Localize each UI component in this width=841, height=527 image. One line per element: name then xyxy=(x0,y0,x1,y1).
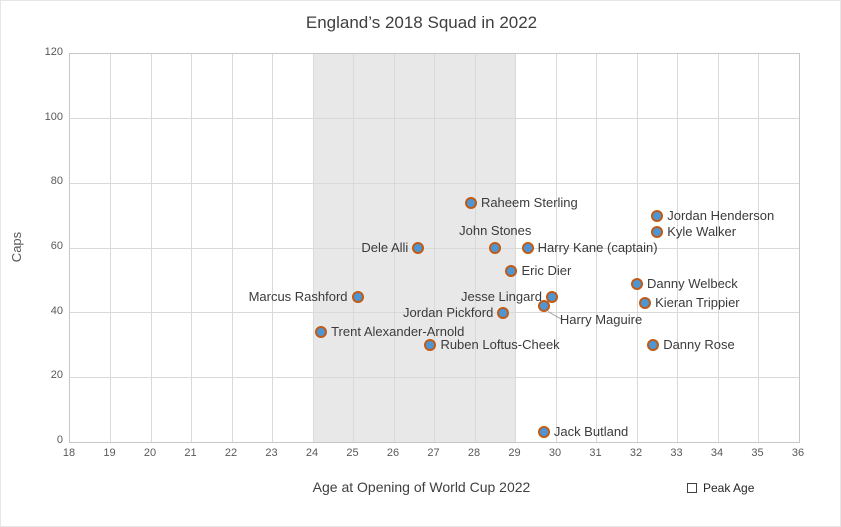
data-point-marker xyxy=(545,290,558,303)
data-point-label: Jack Butland xyxy=(553,424,629,440)
x-tick-label: 23 xyxy=(265,447,278,459)
data-point-marker xyxy=(464,196,477,209)
data-point-marker xyxy=(351,290,364,303)
data-point-label: Dele Alli xyxy=(361,240,409,255)
y-tick-label: 120 xyxy=(44,46,63,58)
data-point-marker xyxy=(537,300,550,313)
data-point-marker xyxy=(639,296,652,309)
x-tick-label: 25 xyxy=(346,447,359,459)
data-point-label: Ruben Loftus-Cheek xyxy=(440,337,560,352)
x-tick-label: 30 xyxy=(548,447,562,459)
data-point-label: Trent Alexander-Arnold xyxy=(331,324,465,340)
y-gridline xyxy=(70,182,799,184)
data-point-label: Danny Rose xyxy=(663,337,735,352)
y-axis-title: Caps xyxy=(9,231,24,263)
x-tick-label: 29 xyxy=(508,447,521,459)
x-tick-label: 21 xyxy=(184,447,197,459)
data-point-label: Jordan Henderson xyxy=(667,207,775,223)
data-point-marker xyxy=(651,225,664,238)
data-point-label: Eric Dier xyxy=(521,262,572,278)
chart-title: England’s 2018 Squad in 2022 xyxy=(305,13,538,32)
x-tick-label: 33 xyxy=(670,447,683,459)
x-tick-label: 28 xyxy=(467,447,481,459)
x-tick-label: 34 xyxy=(710,447,724,459)
x-tick-label: 20 xyxy=(143,447,157,459)
data-point-label: Raheem Sterling xyxy=(480,194,578,210)
x-tick-label: 19 xyxy=(103,447,116,459)
data-point-label: John Stones xyxy=(459,223,532,238)
y-tick-label: 100 xyxy=(44,110,63,123)
x-tick-label: 18 xyxy=(62,447,76,459)
data-point-label: Harry Kane (captain) xyxy=(537,240,658,255)
data-point-marker xyxy=(521,242,534,254)
x-tick-label: 24 xyxy=(305,447,319,459)
y-gridline xyxy=(70,118,799,120)
y-tick-label: 40 xyxy=(50,304,63,317)
data-point-marker xyxy=(537,426,550,439)
data-point-marker xyxy=(412,242,425,254)
y-tick-label: 20 xyxy=(50,369,63,382)
data-point-label: Jordan Pickford xyxy=(403,304,494,320)
data-point-marker xyxy=(505,264,518,277)
data-point-label: Kieran Trippier xyxy=(655,294,740,310)
y-tick-label: 0 xyxy=(56,434,63,446)
y-gridline xyxy=(70,312,799,314)
data-point-label: Marcus Rashford xyxy=(248,288,348,304)
data-point-label: Danny Welbeck xyxy=(647,275,738,291)
x-tick-label: 22 xyxy=(224,447,238,459)
y-gridline xyxy=(70,247,799,249)
x-tick-label: 27 xyxy=(427,447,440,459)
data-point-marker xyxy=(489,242,502,254)
data-point-marker xyxy=(424,339,437,351)
peak-age-legend-label: Peak Age xyxy=(703,481,755,495)
x-tick-label: 36 xyxy=(791,447,805,459)
legend: Peak Age xyxy=(687,481,754,495)
data-point-marker xyxy=(651,209,664,222)
y-gridline xyxy=(70,376,799,378)
data-point-marker xyxy=(647,339,660,351)
x-tick-label: 31 xyxy=(589,447,602,459)
y-tick-label: 60 xyxy=(50,240,63,252)
x-axis-title: Age at Opening of World Cup 2022 xyxy=(312,479,531,495)
x-tick-label: 26 xyxy=(386,447,400,459)
data-point-label: Kyle Walker xyxy=(667,223,737,239)
data-point-marker xyxy=(315,326,328,339)
y-tick-label: 80 xyxy=(50,175,63,188)
plot-area: Raheem Sterling Jordan Henderson Kyle Walk… xyxy=(69,53,800,443)
data-point-label: Jesse Lingard xyxy=(460,288,542,304)
data-point-label: Harry Maguire xyxy=(559,312,643,328)
x-tick-label: 32 xyxy=(629,447,643,459)
x-tick-label: 35 xyxy=(751,447,764,459)
data-point-marker xyxy=(497,306,510,319)
data-point-marker xyxy=(631,277,643,290)
peak-age-legend-swatch xyxy=(687,483,697,493)
